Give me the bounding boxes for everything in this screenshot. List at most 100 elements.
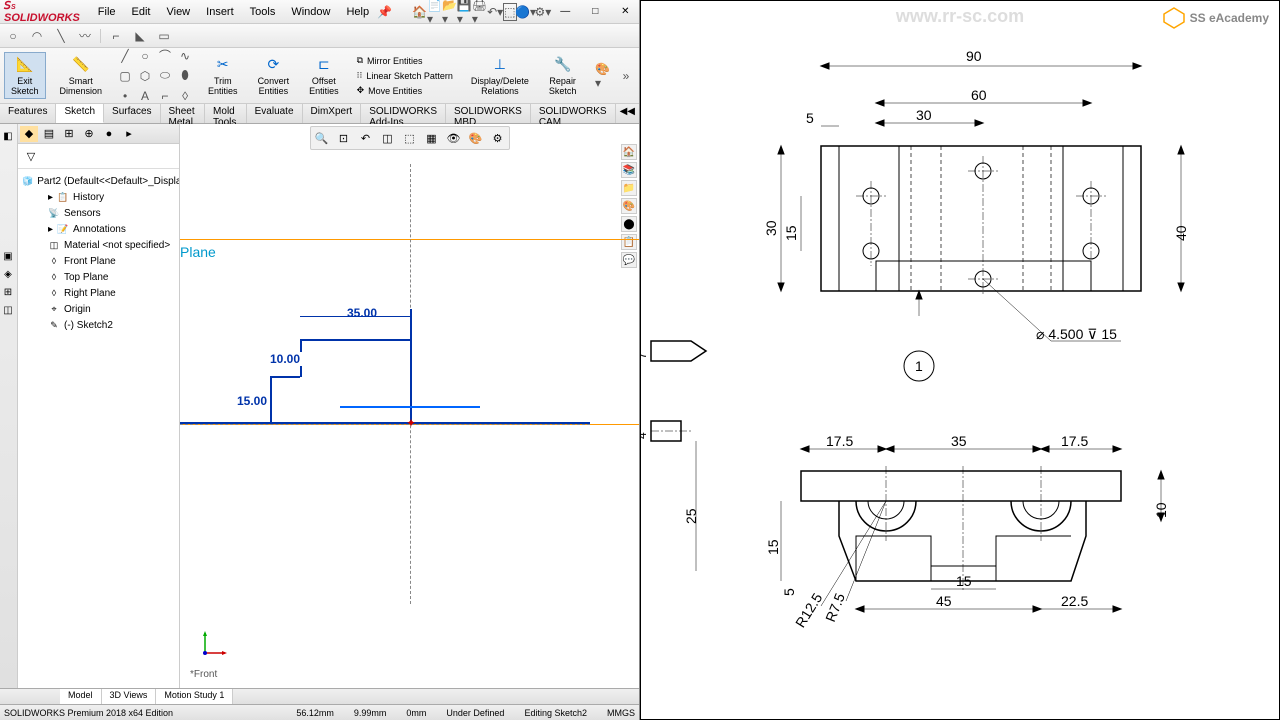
prev-view-icon[interactable]: ↶ bbox=[357, 129, 375, 147]
menu-insert[interactable]: Insert bbox=[198, 6, 242, 18]
tool2-icon[interactable]: ▣ bbox=[0, 248, 16, 264]
menu-help[interactable]: Help bbox=[338, 6, 377, 18]
arc-tool-icon[interactable]: ◠ bbox=[28, 27, 46, 45]
filter-icon[interactable]: ▽ bbox=[22, 148, 40, 164]
tab-mbd[interactable]: SOLIDWORKS MBD bbox=[446, 104, 531, 123]
new-icon[interactable]: 📄▾ bbox=[427, 3, 442, 21]
tree-tab4-icon[interactable]: ⊕ bbox=[80, 126, 98, 142]
menu-window[interactable]: Window bbox=[283, 6, 338, 18]
tab-evaluate[interactable]: Evaluate bbox=[247, 104, 303, 123]
line-icon[interactable]: ╱ bbox=[116, 47, 134, 65]
status-units[interactable]: MMGS bbox=[607, 708, 635, 718]
circle-tool-icon[interactable]: ○ bbox=[4, 27, 22, 45]
rect-icon[interactable]: ▢ bbox=[116, 67, 134, 85]
section-icon[interactable]: ◫ bbox=[379, 129, 397, 147]
options-icon[interactable]: ⚙▾ bbox=[535, 3, 552, 21]
view-orient-icon[interactable]: ⬚ bbox=[401, 129, 419, 147]
slot-icon[interactable]: ⬮ bbox=[176, 67, 194, 85]
tree-front-plane[interactable]: ◊Front Plane bbox=[22, 253, 175, 269]
tree-history[interactable]: ▸📋History bbox=[22, 189, 175, 205]
tree-annotations[interactable]: ▸📝Annotations bbox=[22, 221, 175, 237]
graphics-area[interactable]: 🔍 ⊡ ↶ ◫ ⬚ ▦ 👁 🎨 ⚙ 🏠 📚 📁 🎨 ⬤ 📋 💬 bbox=[180, 124, 639, 688]
point-icon[interactable]: • bbox=[116, 87, 134, 105]
tree-right-plane[interactable]: ◊Right Plane bbox=[22, 285, 175, 301]
tab-dimxpert[interactable]: DimXpert bbox=[303, 104, 362, 123]
line-tool-icon[interactable]: ╲ bbox=[52, 27, 70, 45]
tool4-icon[interactable]: ⊞ bbox=[0, 284, 16, 300]
ellipse-icon[interactable]: ⬭ bbox=[156, 67, 174, 85]
tab-features[interactable]: Features bbox=[0, 104, 56, 123]
design-lib-icon[interactable]: 📚 bbox=[621, 162, 637, 178]
btab-3dviews[interactable]: 3D Views bbox=[102, 689, 157, 704]
minimize-button[interactable]: — bbox=[551, 3, 579, 21]
move-button[interactable]: ✥Move Entities bbox=[353, 84, 457, 97]
close-button[interactable]: ✕ bbox=[611, 3, 639, 21]
tab-cam[interactable]: SOLIDWORKS CAM bbox=[531, 104, 616, 123]
tab-surfaces[interactable]: Surfaces bbox=[104, 104, 160, 123]
rebuild-icon[interactable]: 🔵▾ bbox=[517, 3, 535, 21]
menu-tools[interactable]: Tools bbox=[242, 6, 284, 18]
poly-icon[interactable]: ⬡ bbox=[136, 67, 154, 85]
undo-icon[interactable]: ↶▾ bbox=[487, 3, 503, 21]
tree-tab1-icon[interactable]: ◆ bbox=[20, 126, 38, 142]
offset-button[interactable]: ⊏ Offset Entities bbox=[303, 53, 345, 99]
appearance-icon[interactable]: 🎨▾ bbox=[595, 67, 613, 85]
display-style-icon[interactable]: ▦ bbox=[423, 129, 441, 147]
tree-part[interactable]: 🧊Part2 (Default<<Default>_Display State bbox=[22, 173, 175, 189]
tree-sketch2[interactable]: ✎(-) Sketch2 bbox=[22, 317, 175, 333]
spline-icon[interactable]: ∿ bbox=[176, 47, 194, 65]
appearances-icon[interactable]: ⬤ bbox=[621, 216, 637, 232]
tree-material[interactable]: ◫Material <not specified> bbox=[22, 237, 175, 253]
trim-button[interactable]: ✂ Trim Entities bbox=[202, 53, 244, 99]
scene-icon[interactable]: 🎨 bbox=[467, 129, 485, 147]
tab-sketch[interactable]: Sketch bbox=[56, 104, 104, 123]
text-icon[interactable]: A bbox=[136, 87, 154, 105]
collapse-tabs-icon[interactable]: ◀◀ bbox=[616, 104, 639, 123]
tree-tab5-icon[interactable]: ● bbox=[100, 126, 118, 142]
hide-show-icon[interactable]: 👁 bbox=[445, 129, 463, 147]
repair-button[interactable]: 🔧 Repair Sketch bbox=[543, 53, 583, 99]
fillet-tool-icon[interactable]: ⌐ bbox=[107, 27, 125, 45]
sketch-h2[interactable] bbox=[300, 339, 410, 341]
pin-icon[interactable]: 📌 bbox=[377, 3, 392, 21]
dim-15[interactable]: 15.00 bbox=[235, 394, 269, 408]
plane-icon[interactable]: ◊ bbox=[176, 87, 194, 105]
tab-sheetmetal[interactable]: Sheet Metal bbox=[161, 104, 206, 123]
view-palette-icon[interactable]: 🎨 bbox=[621, 198, 637, 214]
zoom-area-icon[interactable]: ⊡ bbox=[335, 129, 353, 147]
maximize-button[interactable]: □ bbox=[581, 3, 609, 21]
open-icon[interactable]: 📂▾ bbox=[442, 3, 457, 21]
tool3-icon[interactable]: ◈ bbox=[0, 266, 16, 282]
sketch-v1[interactable] bbox=[270, 376, 272, 422]
menu-file[interactable]: File bbox=[90, 6, 124, 18]
mirror-button[interactable]: ⧉Mirror Entities bbox=[353, 54, 457, 67]
btab-motion[interactable]: Motion Study 1 bbox=[156, 689, 233, 704]
selected-line[interactable] bbox=[340, 406, 480, 408]
zoom-fit-icon[interactable]: 🔍 bbox=[313, 129, 331, 147]
expand-icon[interactable]: » bbox=[617, 67, 635, 85]
dim-35[interactable]: 35.00 bbox=[345, 306, 379, 320]
sketch-h1[interactable] bbox=[270, 376, 300, 378]
save-icon[interactable]: 💾▾ bbox=[457, 3, 472, 21]
btab-model[interactable]: Model bbox=[60, 689, 102, 704]
menu-view[interactable]: View bbox=[158, 6, 198, 18]
fillet-icon[interactable]: ⌐ bbox=[156, 87, 174, 105]
tree-tab6-icon[interactable]: ▸ bbox=[120, 126, 138, 142]
tree-top-plane[interactable]: ◊Top Plane bbox=[22, 269, 175, 285]
display-relations-button[interactable]: ⊥ Display/Delete Relations bbox=[465, 53, 535, 99]
convert-button[interactable]: ⟳ Convert Entities bbox=[252, 53, 296, 99]
dim-10[interactable]: 10.00 bbox=[268, 352, 302, 366]
arc-icon[interactable]: ⌒ bbox=[156, 47, 174, 65]
exit-sketch-button[interactable]: 📐 Exit Sketch bbox=[4, 52, 46, 100]
tree-origin[interactable]: ⌖Origin bbox=[22, 301, 175, 317]
smart-dimension-button[interactable]: 📏 Smart Dimension bbox=[54, 53, 109, 99]
circle-icon[interactable]: ○ bbox=[136, 47, 154, 65]
spline-tool-icon[interactable]: 〰 bbox=[76, 27, 94, 45]
tool1-icon[interactable]: ◧ bbox=[0, 128, 16, 144]
sketch-baseline[interactable] bbox=[180, 422, 590, 424]
print-icon[interactable]: 🖨▾ bbox=[472, 3, 487, 21]
tab-moldtools[interactable]: Mold Tools bbox=[205, 104, 247, 123]
tab-addins[interactable]: SOLIDWORKS Add-Ins bbox=[361, 104, 446, 123]
view-settings-icon[interactable]: ⚙ bbox=[489, 129, 507, 147]
home-pane-icon[interactable]: 🏠 bbox=[621, 144, 637, 160]
